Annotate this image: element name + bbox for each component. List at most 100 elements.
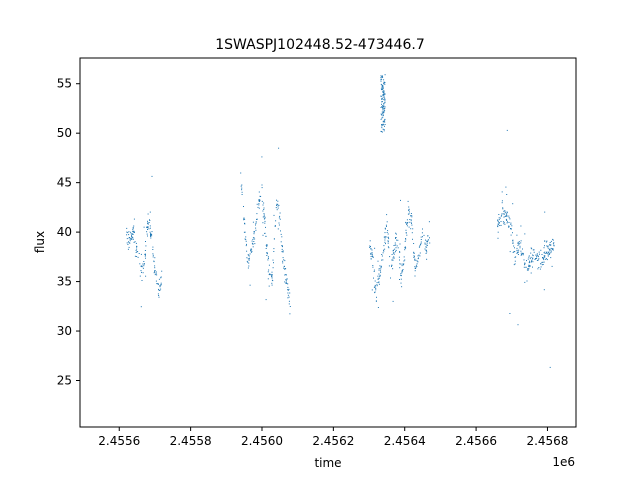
data-point <box>140 306 142 308</box>
data-point <box>381 127 383 129</box>
data-point <box>267 278 269 280</box>
data-point <box>552 239 554 241</box>
data-point <box>252 243 254 245</box>
data-point <box>425 252 427 254</box>
data-point <box>380 88 382 90</box>
data-point <box>380 266 382 268</box>
data-point <box>502 208 504 210</box>
data-point <box>408 208 410 210</box>
data-point <box>271 284 273 286</box>
data-point <box>253 231 255 233</box>
data-point <box>380 268 382 270</box>
data-point <box>537 256 539 258</box>
data-point <box>507 221 508 223</box>
data-point <box>372 256 374 258</box>
data-point <box>262 210 264 212</box>
data-point <box>552 249 554 251</box>
data-point <box>266 253 268 255</box>
data-point <box>381 89 383 91</box>
data-point <box>516 252 518 254</box>
data-point <box>524 281 526 283</box>
data-point <box>517 241 519 243</box>
data-point <box>413 257 415 258</box>
data-point <box>135 249 137 251</box>
data-point <box>273 214 275 216</box>
data-point <box>428 221 430 223</box>
data-point <box>244 218 246 220</box>
data-point <box>258 207 260 209</box>
data-point <box>514 256 516 258</box>
data-point <box>529 258 531 260</box>
data-point <box>426 240 428 242</box>
data-point <box>153 261 155 263</box>
data-point <box>401 286 403 288</box>
data-point <box>287 286 289 288</box>
data-point <box>289 292 291 294</box>
data-point <box>416 263 418 265</box>
data-point <box>517 244 519 246</box>
data-point <box>410 219 412 221</box>
data-point <box>384 125 385 127</box>
data-point <box>378 277 380 279</box>
data-point <box>379 265 381 267</box>
data-point <box>372 256 374 258</box>
data-point <box>549 253 551 255</box>
data-point <box>133 231 135 233</box>
data-point <box>497 220 499 222</box>
data-point <box>504 211 506 213</box>
data-point <box>517 252 519 254</box>
data-point <box>156 274 158 276</box>
data-point <box>506 215 508 217</box>
data-point <box>261 187 263 189</box>
data-point <box>378 268 380 270</box>
data-point <box>382 114 384 116</box>
data-point <box>266 244 268 245</box>
data-point <box>408 206 410 208</box>
data-point <box>271 275 272 277</box>
data-point <box>547 251 549 253</box>
data-point <box>384 121 386 123</box>
data-point <box>539 253 540 255</box>
data-point <box>284 268 286 270</box>
data-point <box>413 256 415 258</box>
data-point <box>380 83 382 85</box>
data-point <box>370 258 372 260</box>
data-point <box>383 111 385 113</box>
data-point <box>285 274 287 276</box>
data-point <box>151 234 153 236</box>
data-point <box>519 245 521 247</box>
data-point <box>253 237 255 239</box>
data-point <box>404 246 406 248</box>
data-point <box>378 269 380 271</box>
data-point <box>371 252 373 254</box>
data-point <box>528 262 530 264</box>
data-point <box>149 211 151 213</box>
data-point <box>546 253 548 254</box>
data-point <box>524 262 526 264</box>
data-point <box>395 237 396 239</box>
data-point <box>384 102 386 104</box>
data-point <box>513 245 515 247</box>
x-axis-title: time <box>314 456 341 470</box>
data-point <box>427 241 429 243</box>
data-point <box>137 256 139 258</box>
data-point <box>530 272 532 274</box>
data-point <box>135 252 137 253</box>
data-point <box>268 285 270 287</box>
data-point <box>547 245 549 247</box>
data-point <box>517 324 519 326</box>
data-point <box>241 191 243 193</box>
data-point <box>425 239 426 241</box>
data-point <box>382 128 384 130</box>
data-point <box>544 240 546 242</box>
data-point <box>392 257 394 259</box>
data-point <box>423 234 425 236</box>
data-point <box>381 117 383 119</box>
data-point <box>131 236 132 238</box>
data-point <box>375 300 377 302</box>
data-point <box>264 232 266 234</box>
data-point <box>520 242 522 244</box>
data-point <box>546 258 547 260</box>
data-point <box>383 236 385 238</box>
data-point <box>532 257 534 259</box>
